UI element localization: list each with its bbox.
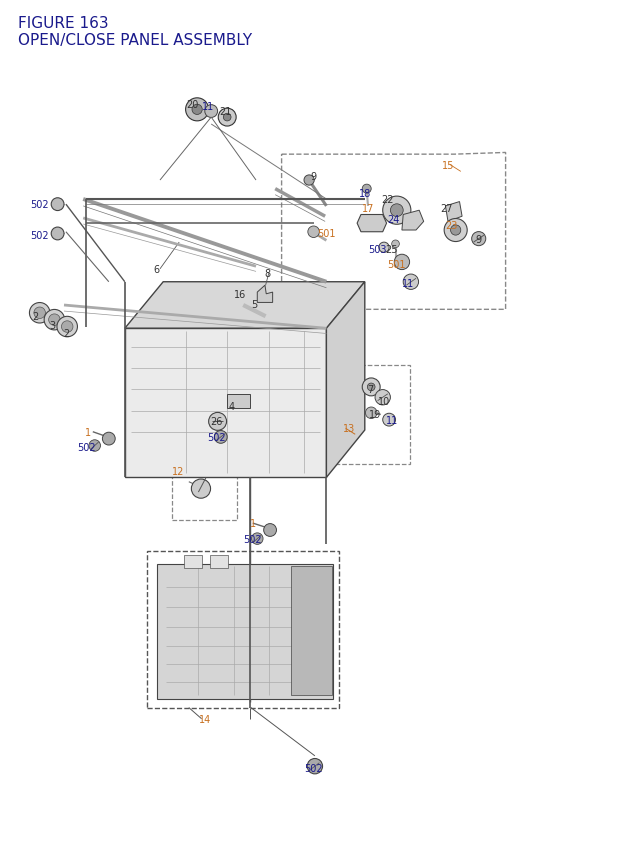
Text: 24: 24 (387, 214, 399, 225)
Text: 5: 5 (252, 300, 258, 310)
Text: 7: 7 (367, 384, 373, 394)
Text: 4: 4 (228, 401, 235, 412)
Text: 502: 502 (30, 200, 49, 210)
Text: 502: 502 (30, 231, 49, 241)
Text: 25: 25 (385, 245, 398, 255)
Bar (184, 555, 202, 568)
Circle shape (209, 413, 227, 430)
Text: 13: 13 (342, 424, 355, 434)
Circle shape (264, 524, 276, 536)
Text: 501: 501 (388, 260, 406, 270)
Circle shape (307, 759, 323, 774)
Circle shape (362, 185, 371, 194)
Text: 502: 502 (304, 763, 323, 773)
Text: 2: 2 (63, 329, 69, 339)
Circle shape (392, 241, 399, 248)
Circle shape (44, 310, 65, 331)
Circle shape (362, 379, 380, 396)
Circle shape (223, 115, 231, 121)
Text: 11: 11 (402, 279, 415, 289)
Text: 8: 8 (264, 269, 271, 279)
Text: 20: 20 (186, 100, 198, 110)
Text: 23: 23 (445, 220, 458, 231)
Circle shape (304, 176, 314, 186)
Text: 15: 15 (442, 160, 454, 170)
Text: 11: 11 (385, 415, 398, 425)
Circle shape (29, 303, 50, 324)
Circle shape (192, 105, 202, 115)
Circle shape (444, 220, 467, 242)
Polygon shape (157, 564, 333, 699)
Text: 3: 3 (49, 320, 56, 331)
Circle shape (472, 232, 486, 246)
Polygon shape (125, 329, 326, 478)
Circle shape (308, 226, 319, 238)
Circle shape (191, 480, 211, 499)
Polygon shape (257, 286, 273, 303)
Text: 9: 9 (310, 171, 317, 182)
Circle shape (383, 414, 396, 426)
Bar (210, 555, 228, 568)
Circle shape (51, 199, 64, 211)
Text: 503: 503 (369, 245, 387, 255)
Circle shape (49, 314, 60, 326)
Text: 11: 11 (202, 102, 214, 112)
Text: 501: 501 (317, 229, 335, 239)
Circle shape (61, 321, 73, 333)
Text: 17: 17 (362, 203, 374, 214)
Polygon shape (445, 202, 462, 222)
Text: 1: 1 (250, 518, 256, 529)
Text: 21: 21 (219, 107, 232, 117)
Circle shape (34, 307, 45, 319)
Text: 10: 10 (378, 396, 390, 406)
Circle shape (57, 317, 77, 338)
Circle shape (186, 99, 209, 121)
Text: 19: 19 (369, 410, 381, 420)
Polygon shape (125, 282, 365, 329)
Text: 27: 27 (440, 203, 453, 214)
Text: 14: 14 (198, 714, 211, 724)
Text: 16: 16 (234, 289, 246, 300)
Circle shape (102, 433, 115, 445)
Circle shape (218, 109, 236, 127)
Polygon shape (326, 282, 365, 478)
Text: 502: 502 (77, 443, 96, 453)
Circle shape (379, 243, 389, 253)
Text: FIGURE 163: FIGURE 163 (18, 16, 109, 31)
Text: 1: 1 (85, 427, 92, 437)
Circle shape (214, 431, 227, 443)
Polygon shape (291, 567, 332, 696)
Text: 9: 9 (476, 234, 482, 245)
Text: OPEN/CLOSE PANEL ASSEMBLY: OPEN/CLOSE PANEL ASSEMBLY (18, 33, 252, 47)
Polygon shape (402, 211, 424, 231)
Circle shape (390, 205, 403, 217)
Circle shape (394, 255, 410, 270)
Text: 18: 18 (358, 189, 371, 199)
Text: 12: 12 (172, 467, 184, 477)
Circle shape (403, 275, 419, 290)
Bar (227, 394, 250, 408)
Text: 26: 26 (210, 417, 223, 427)
Text: 502: 502 (243, 534, 262, 544)
Circle shape (51, 228, 64, 240)
Text: 2: 2 (32, 312, 38, 322)
Text: 22: 22 (381, 195, 394, 205)
Circle shape (205, 106, 218, 118)
Circle shape (383, 197, 411, 225)
Text: 6: 6 (154, 264, 160, 275)
Circle shape (367, 384, 375, 391)
Circle shape (375, 390, 390, 406)
Circle shape (252, 533, 263, 545)
Circle shape (451, 226, 461, 236)
Polygon shape (357, 215, 387, 232)
Text: 502: 502 (207, 432, 226, 443)
Circle shape (89, 440, 100, 452)
Circle shape (365, 407, 377, 419)
